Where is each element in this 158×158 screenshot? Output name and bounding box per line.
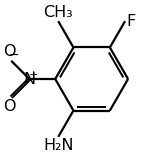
Text: F: F [127,14,136,29]
Text: +: + [29,70,38,80]
Text: −: − [8,49,19,62]
Text: H₂N: H₂N [44,138,74,153]
Text: CH₃: CH₃ [43,5,72,20]
Text: N: N [23,72,36,86]
Text: O: O [3,99,16,114]
Text: O: O [3,44,16,59]
